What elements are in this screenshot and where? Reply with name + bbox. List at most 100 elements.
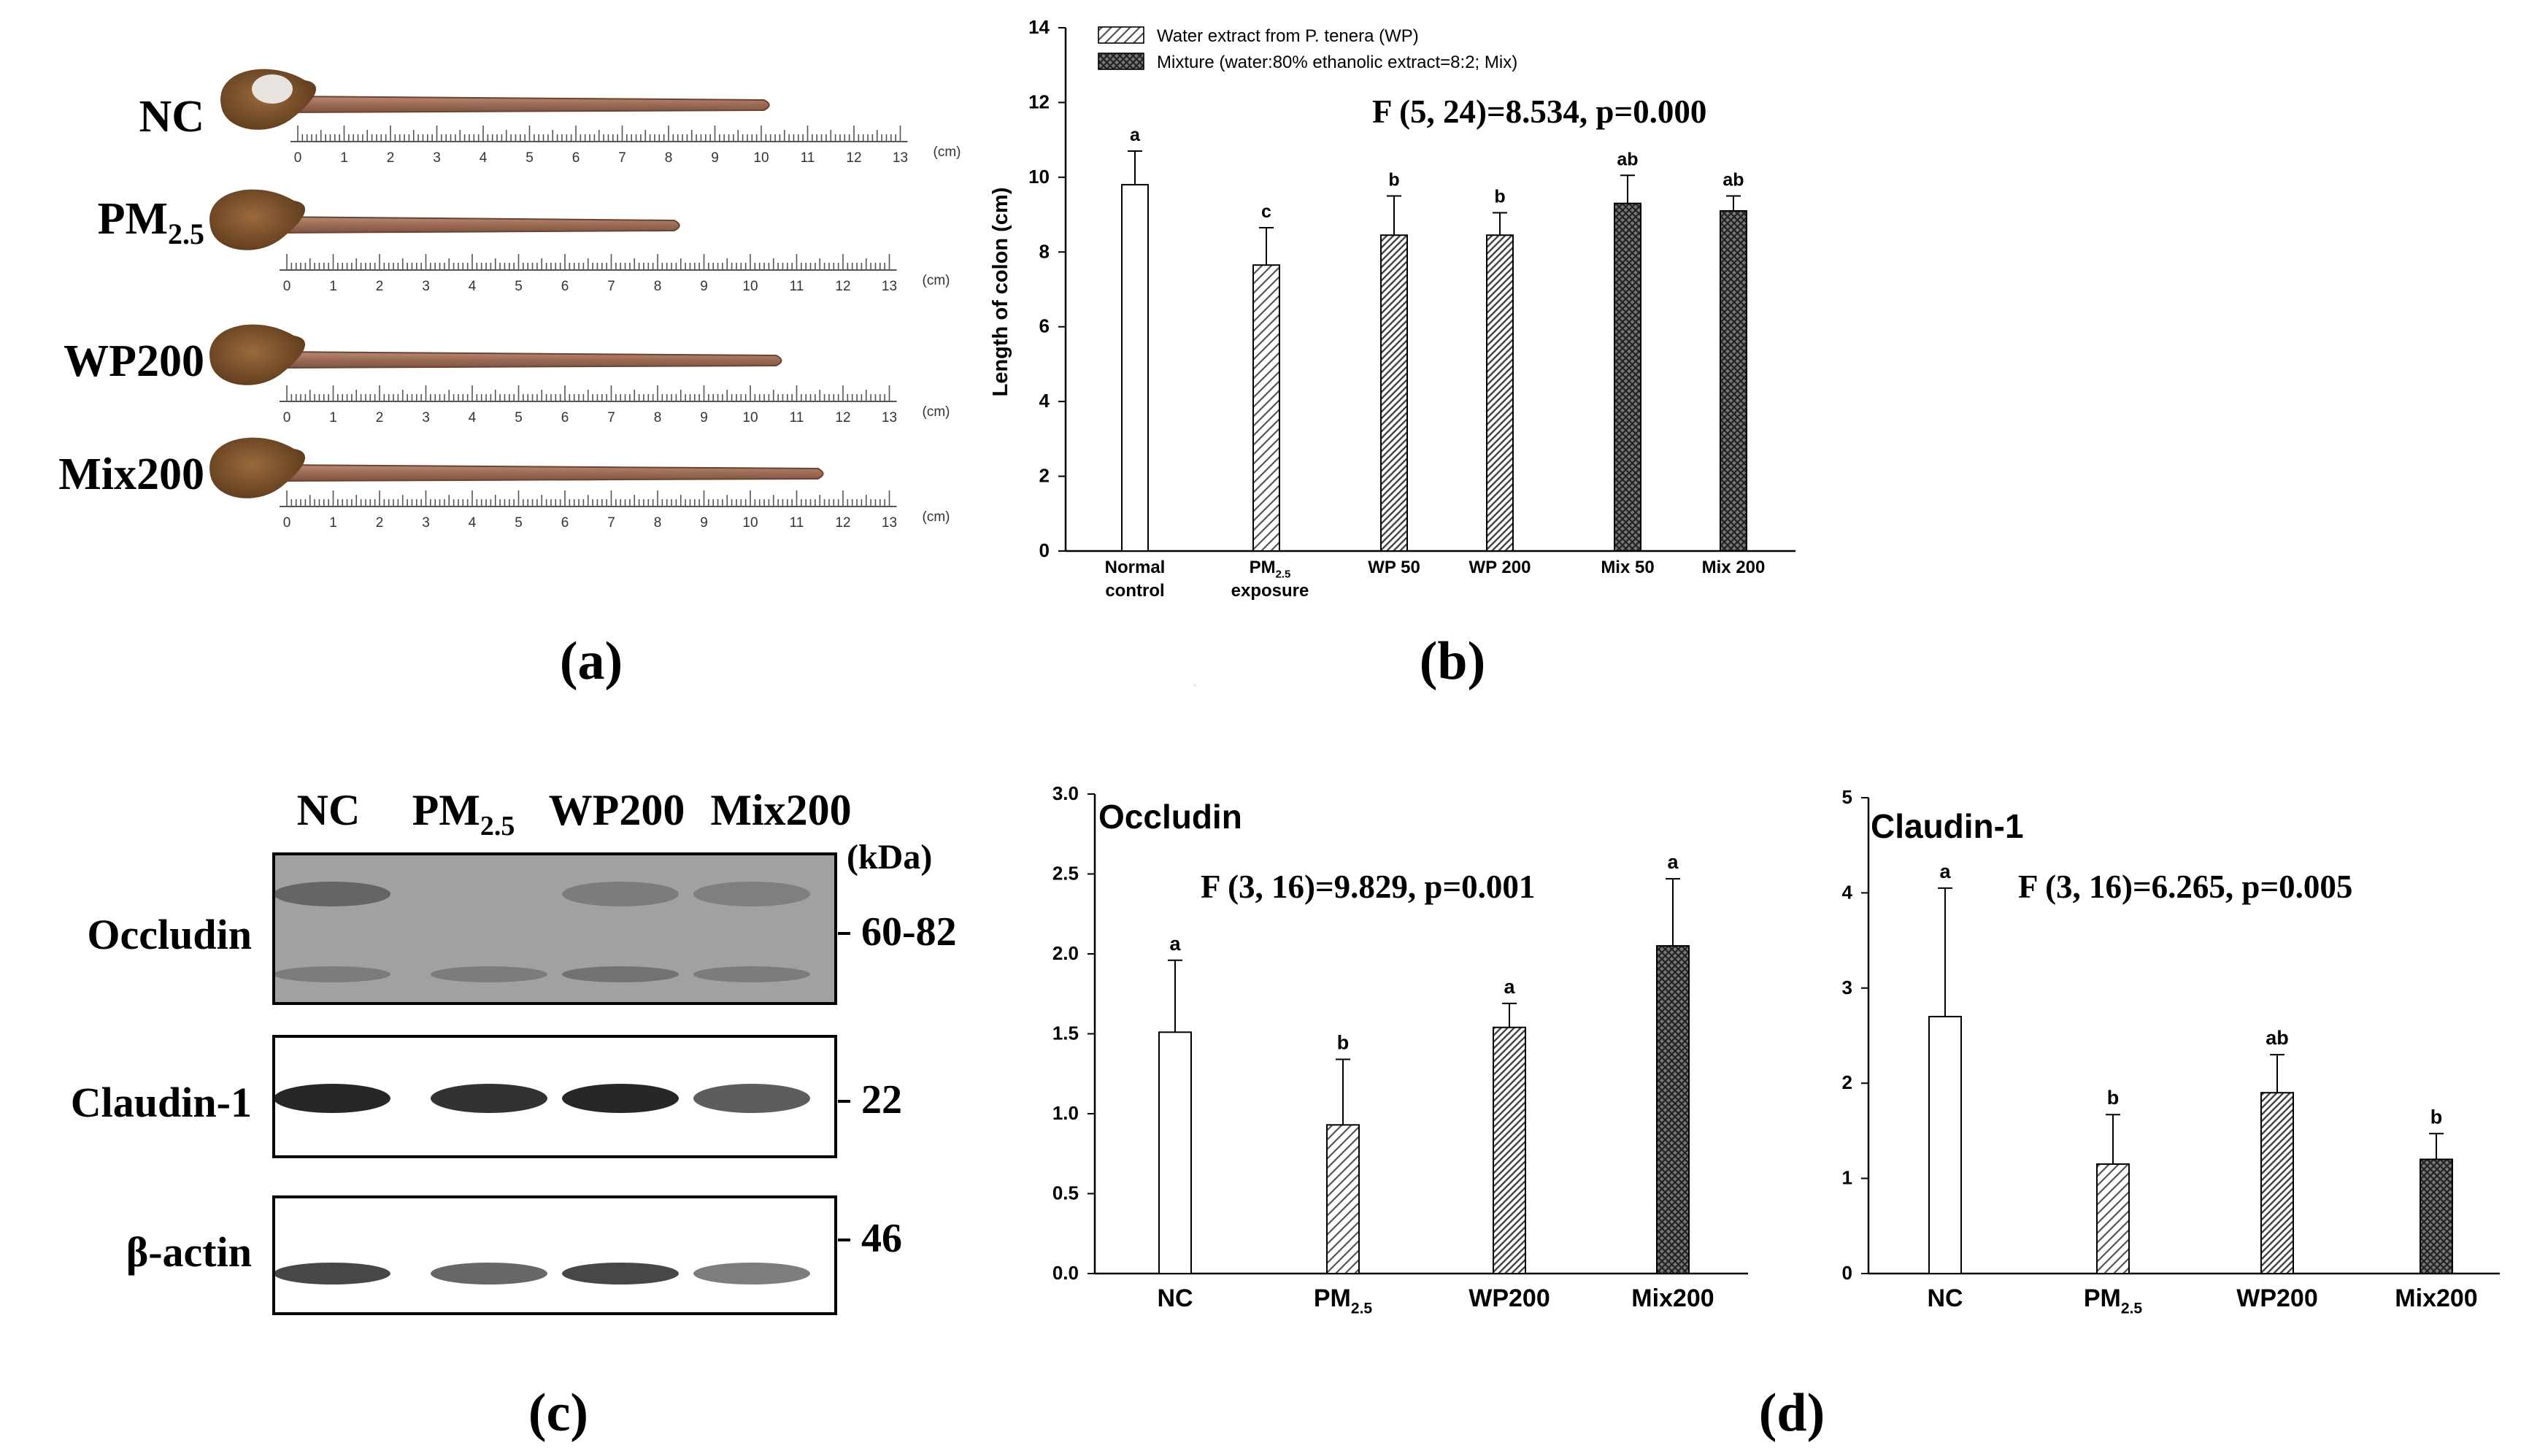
bar-2 — [1252, 264, 1280, 552]
ruler-tick-label: 10 — [742, 279, 758, 294]
x-tick-label: Mix 50 — [1601, 558, 1654, 577]
row-label-subscript: 2.5 — [168, 217, 204, 250]
row-label: NC — [139, 92, 204, 142]
y-axis-label: Length of colon (cm) — [989, 188, 1012, 397]
y-tick-label: 4 — [1039, 390, 1050, 412]
y-tick-label: 0.0 — [1052, 1262, 1079, 1284]
x-tick-label: WP200 — [2236, 1284, 2318, 1312]
x-tick-label: exposure — [1231, 581, 1309, 601]
ruler-tick-label: 3 — [422, 279, 430, 294]
ruler-tick-label: 3 — [433, 150, 441, 166]
x-tick-label: Mix200 — [1631, 1284, 1714, 1312]
ruler-tick-label: 6 — [561, 515, 569, 531]
significance-letter: a — [1504, 976, 1515, 998]
significance-letter: b — [1388, 169, 1399, 190]
cecum — [209, 324, 306, 385]
y-tick-label: 2.5 — [1052, 863, 1079, 885]
y-tick-label: 1.5 — [1052, 1022, 1079, 1044]
ruler-tick-label: 7 — [607, 279, 615, 294]
panel-c-label: (c) — [528, 1383, 588, 1443]
stat-annotation: F (3, 16)=6.265, p=0.005 — [2018, 868, 2352, 905]
protein-band — [274, 1084, 390, 1113]
x-tick-label: Normal — [1105, 558, 1166, 577]
y-tick-label: 5 — [1842, 786, 1852, 808]
y-tick-label: 14 — [1028, 16, 1050, 38]
ruler-tick-label: 9 — [700, 279, 708, 294]
lane-header: PM2.5 — [412, 786, 515, 841]
significance-letter: a — [1939, 860, 1951, 882]
ruler-tick-label: 10 — [742, 410, 758, 425]
y-tick-label: 1.0 — [1052, 1102, 1079, 1124]
y-tick-label: 3 — [1842, 977, 1852, 998]
bar-5 — [1614, 202, 1641, 552]
ruler-unit: (cm) — [923, 273, 950, 288]
y-tick-label: 0.5 — [1052, 1182, 1079, 1204]
ruler-tick-label: 7 — [607, 515, 615, 531]
significance-letter: ab — [1617, 149, 1638, 169]
x-tick-label: WP 200 — [1469, 558, 1531, 577]
bar-1 — [1928, 1015, 1962, 1275]
protein-band — [431, 1084, 547, 1113]
y-tick-label: 12 — [1028, 90, 1050, 112]
panel-a-label: (a) — [560, 631, 623, 691]
ruler-unit: (cm) — [934, 145, 961, 160]
legend-swatch-wp — [1098, 26, 1144, 44]
protein-band — [562, 882, 679, 906]
panel-b-label: (b) — [1420, 631, 1485, 691]
bar-4 — [2420, 1158, 2453, 1275]
x-tick-label: WP 50 — [1368, 558, 1420, 577]
panel-b-colon-length-chart: 0 2 4 6 8 10 12 14 a c b b ab ab Length of colon (cm) N… — [989, 16, 1795, 601]
ruler-tick-label: 6 — [572, 150, 580, 166]
ruler-tick-label: 10 — [753, 150, 769, 166]
bar-3 — [2260, 1092, 2294, 1274]
ruler-tick-label: 6 — [561, 410, 569, 425]
x-tick-label: PM2.5 — [1250, 558, 1291, 581]
bar-2 — [2096, 1163, 2130, 1275]
ruler-tick-label: 9 — [700, 410, 708, 425]
y-tick-label: 2 — [1842, 1071, 1852, 1093]
ruler-tick-label: 13 — [882, 410, 897, 425]
colon-tissue — [282, 95, 770, 114]
ruler-tick-label: 13 — [882, 279, 897, 294]
lane-header: NC — [297, 786, 361, 834]
protein-band — [562, 1263, 679, 1284]
blot-3: β-actin 46 — [126, 1195, 902, 1315]
ruler-tick-label: 0 — [283, 515, 291, 531]
blot-frame — [272, 852, 837, 1005]
ruler-tick-label: 8 — [654, 410, 662, 425]
protein-band — [693, 1084, 810, 1113]
ruler-tick-label: 0 — [283, 279, 291, 294]
protein-band — [431, 966, 547, 982]
ruler-tick-label: 12 — [835, 515, 850, 531]
ruler: 0 1 2 3 4 5 6 7 8 9 10 11 12 13 (cm) — [290, 126, 961, 166]
ruler-tick-label: 2 — [376, 515, 384, 531]
legend: Water extract from P. tenera (WP) Mixture… — [1098, 26, 1517, 72]
ruler-tick-label: 5 — [515, 515, 523, 531]
ruler-tick-label: 4 — [469, 279, 477, 294]
kda-value: 60-82 — [861, 909, 957, 955]
chart-title: Claudin-1 — [1871, 807, 2024, 845]
protein-band — [274, 882, 390, 906]
blot-2: Claudin-1 22 — [71, 1035, 902, 1158]
kda-value: 46 — [861, 1216, 902, 1261]
ruler-tick-label: 7 — [618, 150, 626, 166]
significance-letter: c — [1261, 201, 1271, 222]
bar-1 — [1121, 184, 1149, 552]
ruler-tick-label: 11 — [801, 150, 815, 166]
blot-name: β-actin — [126, 1228, 252, 1276]
row-label: WP200 — [63, 336, 204, 386]
x-tick-label: PM2.5 — [2084, 1284, 2143, 1317]
lane-header: WP200 — [549, 786, 685, 834]
ruler-tick-label: 2 — [387, 150, 395, 166]
row-label: Mix200 — [58, 450, 204, 499]
panel-d-occludin-chart: 0.0 0.5 1.0 1.5 2.0 2.5 3.0 a b a a NC PM2.5 WP200 Mix… — [1052, 782, 1748, 1317]
protein-band — [693, 1263, 810, 1284]
ruler-tick-label: 11 — [790, 410, 804, 425]
significance-letter: ab — [2266, 1027, 2289, 1049]
protein-band — [693, 966, 810, 982]
significance-letter: ab — [1722, 169, 1744, 190]
panel-c-western-blot: NC PM2.5 WP200 Mix200 (kDa) Occludin 60-82 Clau… — [71, 786, 957, 1315]
x-tick-label: Mix200 — [2395, 1284, 2477, 1312]
